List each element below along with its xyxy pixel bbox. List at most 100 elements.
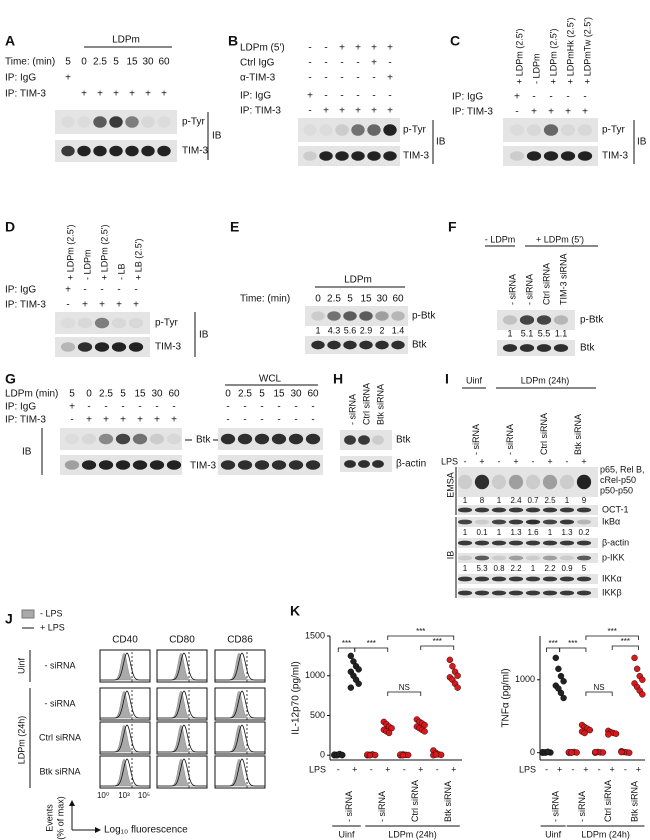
row-cell: -: [226, 402, 229, 413]
row-cell: 60: [168, 389, 180, 400]
row-cell: -: [260, 402, 263, 413]
row-cell: -: [294, 415, 297, 426]
blot-band: [343, 340, 357, 350]
histogram-frame: [99, 649, 151, 683]
label: Btk: [396, 435, 411, 446]
lane-header: + LDPm (2.5'): [65, 225, 75, 281]
label: IB: [436, 137, 446, 148]
x-tick-label: 10³: [118, 791, 130, 800]
data-point: [599, 749, 607, 756]
blot-band: [109, 145, 123, 157]
row-cell: -: [243, 402, 246, 413]
blot: [298, 118, 400, 142]
label: Btk siRNA: [39, 766, 80, 776]
blot-band: [519, 344, 535, 352]
row-label: IP: IgG: [5, 73, 36, 84]
quant-value: 5: [582, 564, 587, 573]
blot-band: [94, 317, 110, 329]
blot-band: [559, 519, 575, 525]
quant-value: 5.5: [538, 328, 551, 338]
quant-value: 9: [582, 496, 587, 505]
row-cell: +: [387, 43, 393, 54]
blot-band: [303, 151, 317, 161]
label: IKKβ: [602, 587, 622, 597]
row-cell: 30: [376, 294, 388, 305]
row-cell: +: [65, 285, 71, 296]
legend-swatch: [21, 609, 35, 619]
row-cell: -: [311, 402, 314, 413]
label: LDPm: [344, 275, 372, 286]
label: LDPm (24h): [16, 716, 26, 765]
label: Log₁₀ fluorescence: [104, 825, 188, 836]
quant-value: 2.5: [544, 496, 556, 505]
label: Events: [44, 804, 54, 832]
data-point: [568, 749, 575, 756]
blot-band: [491, 519, 507, 525]
label: IB: [199, 330, 209, 341]
group-label: Ctrl siRNA: [410, 780, 420, 822]
blot-band: [254, 460, 270, 470]
row-cell: 30: [151, 389, 163, 400]
label: TIM-3: [155, 342, 182, 353]
blot-band: [559, 540, 575, 546]
row-cell: -: [226, 415, 229, 426]
blot-band: [128, 342, 144, 352]
histogram-frame: [99, 721, 151, 755]
row-cell: 5: [120, 389, 126, 400]
row-cell: -: [138, 402, 141, 413]
label: p-Btk: [412, 311, 436, 322]
row-cell: +: [323, 106, 329, 117]
blot-band: [359, 311, 373, 321]
blot-band: [536, 315, 552, 325]
blot-band: [474, 576, 490, 582]
blot-band: [542, 507, 558, 513]
blot-band: [491, 576, 507, 582]
blot: [55, 312, 150, 334]
data-point: [612, 730, 620, 737]
label: IB: [637, 137, 647, 148]
blot-band: [372, 460, 384, 468]
blot-band: [508, 576, 524, 582]
x-tick-label: +: [418, 764, 423, 774]
row-cell: -: [172, 402, 175, 413]
blot-band: [77, 317, 93, 329]
lane-header: + LB (2.5'): [133, 239, 143, 281]
row-label: IP: TIM-3: [5, 415, 46, 426]
blot-band: [61, 145, 75, 157]
row-cell: 5: [65, 57, 71, 68]
row-cell: -: [464, 456, 467, 466]
row-cell: +: [371, 58, 377, 69]
blot-band: [457, 540, 473, 546]
group-label: Btk siRNA: [443, 781, 453, 822]
arrow-head: [69, 800, 101, 833]
blot-band: [166, 460, 182, 470]
data-point: [347, 652, 355, 660]
blot-band: [536, 344, 552, 352]
row-cell: -: [308, 73, 311, 84]
label: β-actin: [602, 537, 629, 547]
blot-band: [343, 311, 357, 321]
blot: [298, 146, 400, 166]
group-label: - siRNA: [551, 791, 561, 822]
row-cell: +: [116, 300, 122, 311]
row-cell: -: [134, 285, 137, 296]
row-cell: 0: [225, 389, 231, 400]
blot-band: [141, 145, 155, 157]
label: LPS: [441, 456, 458, 466]
row-cell: -: [104, 402, 107, 413]
blot-band: [149, 460, 165, 470]
lane-header: - siRNA: [347, 394, 357, 425]
blot-band: [157, 145, 171, 157]
row-cell: 30: [290, 389, 302, 400]
histogram-plus-lps: [100, 724, 150, 753]
row-cell: +: [133, 300, 139, 311]
blot-band: [474, 590, 490, 596]
quant-value: 5.6: [344, 325, 357, 335]
row-cell: -: [356, 58, 359, 69]
significance-label: NS: [594, 683, 605, 692]
blot-band: [559, 507, 575, 513]
blot-band: [491, 540, 507, 546]
blot-band: [383, 151, 397, 161]
row-cell: +: [371, 43, 377, 54]
row-cell: +: [371, 106, 377, 117]
